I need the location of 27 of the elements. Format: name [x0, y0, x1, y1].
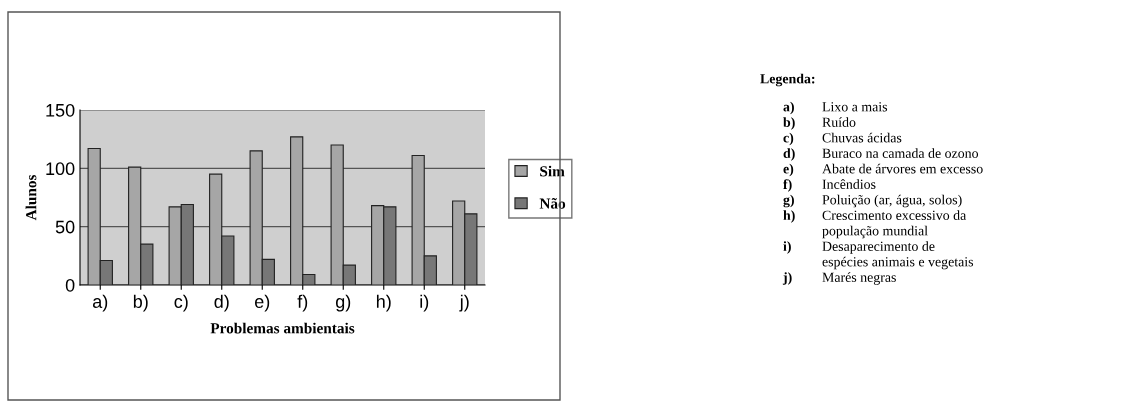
x-axis-title: Problemas ambientais: [210, 322, 355, 334]
text: Legenda:: [760, 73, 815, 87]
x-tick-label: a): [92, 294, 108, 312]
y-tick-label: 100: [46, 162, 75, 176]
legend-label: Sim: [540, 165, 565, 177]
x-tick-label: d): [214, 294, 229, 312]
x-tick-label: j): [459, 294, 469, 312]
x-tick-label: h): [376, 294, 391, 312]
text: c) Chuvas ácidas: [783, 132, 902, 146]
legend-label: Não: [539, 197, 566, 209]
text: b) Ruído: [783, 117, 856, 130]
text: j) Marés negras: [782, 272, 896, 285]
text: d) Buraco na camada de ozono: [783, 148, 979, 161]
text: f) Incêndios: [783, 179, 876, 192]
x-tick-label: f): [297, 294, 308, 312]
text: e) Abate de árvores em excesso: [783, 163, 983, 177]
y-axis-title: Alunos: [25, 174, 37, 221]
x-tick-label: b): [133, 294, 148, 312]
y-tick-label: 150: [46, 103, 75, 117]
y-tick-label: 50: [55, 220, 75, 234]
x-tick-label: i): [420, 294, 429, 312]
y-tick-label: 0: [65, 278, 75, 292]
x-tick-label: c): [174, 294, 188, 312]
x-tick-label: e): [254, 294, 270, 312]
text: a) Lixo a mais: [783, 101, 888, 115]
text: g) Poluição (ar, água, solos): [783, 194, 962, 208]
x-tick-label: g): [335, 294, 351, 312]
